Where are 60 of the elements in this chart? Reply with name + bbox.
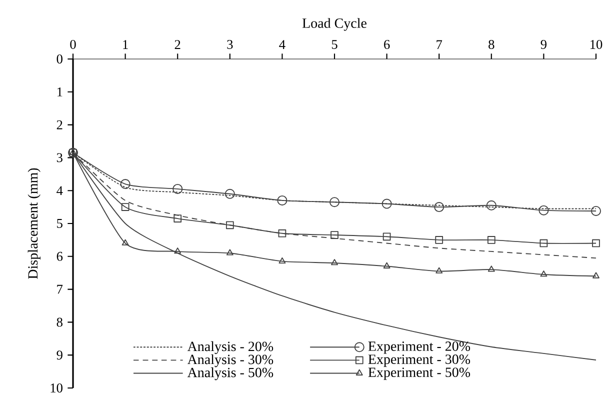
point <box>487 236 496 244</box>
point <box>172 184 183 194</box>
point <box>540 270 548 277</box>
legend-label: Experiment - 30% <box>368 354 470 367</box>
legend-label: Analysis - 50% <box>187 367 274 380</box>
x-tick-label: 5 <box>332 40 338 49</box>
y-tick-label: 10 <box>50 383 62 392</box>
x-tick-label: 2 <box>174 40 180 49</box>
y-tick-label: 2 <box>56 120 62 130</box>
x-tick-label: 4 <box>279 40 286 49</box>
x-axis-title: Load Cycle <box>302 18 366 31</box>
point <box>435 236 444 244</box>
x-tick-label: 10 <box>590 40 602 49</box>
point <box>121 203 130 211</box>
point <box>590 206 601 216</box>
point <box>224 188 235 199</box>
point <box>382 232 391 241</box>
point <box>436 267 443 274</box>
point <box>486 200 496 210</box>
y-tick-label: 3 <box>56 153 62 162</box>
point <box>329 197 340 208</box>
point <box>382 198 392 209</box>
y-tick-label: 5 <box>57 219 62 228</box>
y-tick-label: 7 <box>57 284 63 294</box>
point <box>331 259 338 266</box>
legend-label: Analysis - 20% <box>187 341 274 354</box>
point <box>174 214 182 222</box>
y-tick-label: 1 <box>57 87 62 96</box>
point <box>592 239 600 248</box>
y-axis-title: Displacement (mm) <box>28 168 40 279</box>
point <box>434 202 444 212</box>
legend-label: Experiment - 50% <box>368 368 470 380</box>
y-tick-label: 8 <box>56 318 62 327</box>
x-tick-label: 7 <box>436 40 442 49</box>
y-tick-label: 4 <box>56 186 63 195</box>
x-tick-label: 9 <box>540 40 546 49</box>
point <box>592 272 600 278</box>
x-tick-label: 8 <box>488 40 494 49</box>
point <box>538 205 549 216</box>
point <box>540 239 548 248</box>
legend-label: Analysis - 30% <box>187 354 274 368</box>
point <box>226 249 234 256</box>
point <box>488 266 495 272</box>
x-tick-label: 1 <box>123 40 128 49</box>
point <box>278 229 286 238</box>
point <box>122 239 129 246</box>
legend-label: Experiment - 20% <box>368 342 470 354</box>
y-tick-label: 6 <box>56 252 63 261</box>
x-tick-label: 6 <box>384 40 390 49</box>
point <box>383 262 390 268</box>
x-tick-label: 3 <box>227 40 233 49</box>
point <box>120 179 130 190</box>
x-tick-label: 0 <box>70 40 76 49</box>
point <box>278 257 286 264</box>
y-tick-label: 0 <box>56 54 62 64</box>
point <box>174 248 182 254</box>
point <box>330 231 338 239</box>
y-tick-label: 9 <box>56 350 62 360</box>
point <box>226 221 234 230</box>
point <box>277 195 288 206</box>
